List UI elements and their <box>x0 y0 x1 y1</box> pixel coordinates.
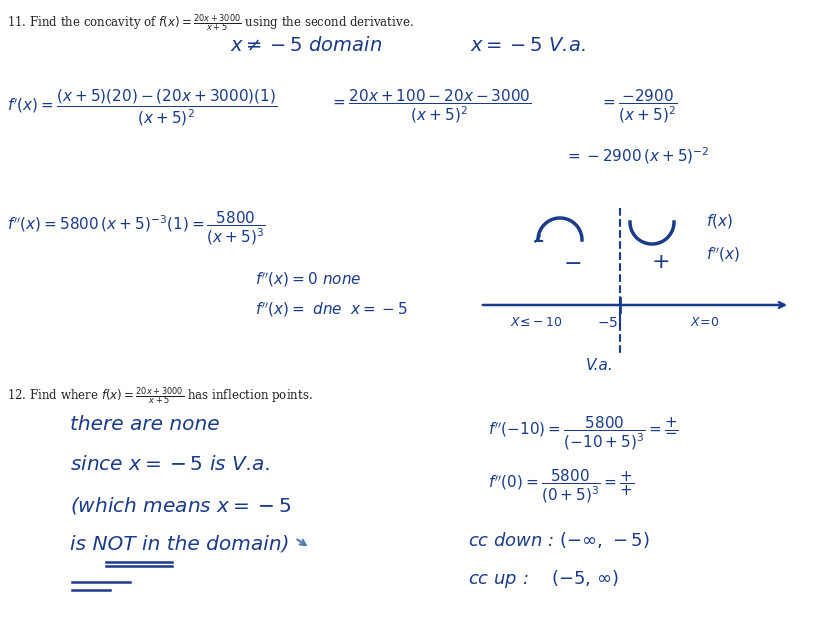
Text: cc down : $(-\infty,\,-5)$: cc down : $(-\infty,\,-5)$ <box>468 530 649 550</box>
Text: $f''(x)$: $f''(x)$ <box>706 246 741 265</box>
Text: $=-2900\,(x+5)^{-2}$: $=-2900\,(x+5)^{-2}$ <box>565 145 710 166</box>
Text: $f''(0)=\dfrac{5800}{(0+5)^3}=\dfrac{+}{+}$: $f''(0)=\dfrac{5800}{(0+5)^3}=\dfrac{+}{… <box>488 468 634 505</box>
Text: $-$: $-$ <box>563 252 581 272</box>
Text: $X\!=\!0$: $X\!=\!0$ <box>690 316 720 329</box>
Text: 12. Find where $f(x) = \frac{20x+3000}{x+5}$ has inflection points.: 12. Find where $f(x) = \frac{20x+3000}{x… <box>7 385 313 406</box>
Text: 11. Find the concavity of $f(x) = \frac{20x+3000}{x+5}$ using the second derivat: 11. Find the concavity of $f(x) = \frac{… <box>7 12 414 33</box>
Text: $=\dfrac{-2900}{(x+5)^2}$: $=\dfrac{-2900}{(x+5)^2}$ <box>600 88 677 125</box>
Text: $f''(x)=0$ none: $f''(x)=0$ none <box>255 270 361 289</box>
Text: $x\neq -5$ domain: $x\neq -5$ domain <box>230 36 382 55</box>
Text: $f''(-10)=\dfrac{5800}{(-10+5)^3}=\dfrac{+}{-}$: $f''(-10)=\dfrac{5800}{(-10+5)^3}=\dfrac… <box>488 415 679 453</box>
Text: $f'(x)=\dfrac{(x+5)(20)-(20x+3000)(1)}{(x+5)^2}$: $f'(x)=\dfrac{(x+5)(20)-(20x+3000)(1)}{(… <box>7 88 277 128</box>
Text: since $x=-5$ is V.a.: since $x=-5$ is V.a. <box>70 455 270 474</box>
Text: $X\!\leq\!-10$: $X\!\leq\!-10$ <box>510 316 563 329</box>
Text: cc up :    $(-5,\,\infty)$: cc up : $(-5,\,\infty)$ <box>468 568 619 590</box>
Text: (which means $x=-5$: (which means $x=-5$ <box>70 495 291 516</box>
Text: there are none: there are none <box>70 415 220 434</box>
Text: $f''(x)=$ dne  $x=-5$: $f''(x)=$ dne $x=-5$ <box>255 300 407 318</box>
Text: $+$: $+$ <box>651 252 669 272</box>
Text: $f''(x)=5800\,(x+5)^{-3}(1)=\dfrac{5800}{(x+5)^3}$: $f''(x)=5800\,(x+5)^{-3}(1)=\dfrac{5800}… <box>7 210 266 247</box>
Text: $-5$: $-5$ <box>597 316 618 330</box>
Text: V.a.: V.a. <box>586 358 614 373</box>
Text: $f(x)$: $f(x)$ <box>706 212 733 230</box>
Text: $=\dfrac{20x+100-20x-3000}{(x+5)^2}$: $=\dfrac{20x+100-20x-3000}{(x+5)^2}$ <box>330 88 531 125</box>
Text: $x=-5$ V.a.: $x=-5$ V.a. <box>470 36 586 55</box>
Text: is NOT in the domain): is NOT in the domain) <box>70 535 289 554</box>
